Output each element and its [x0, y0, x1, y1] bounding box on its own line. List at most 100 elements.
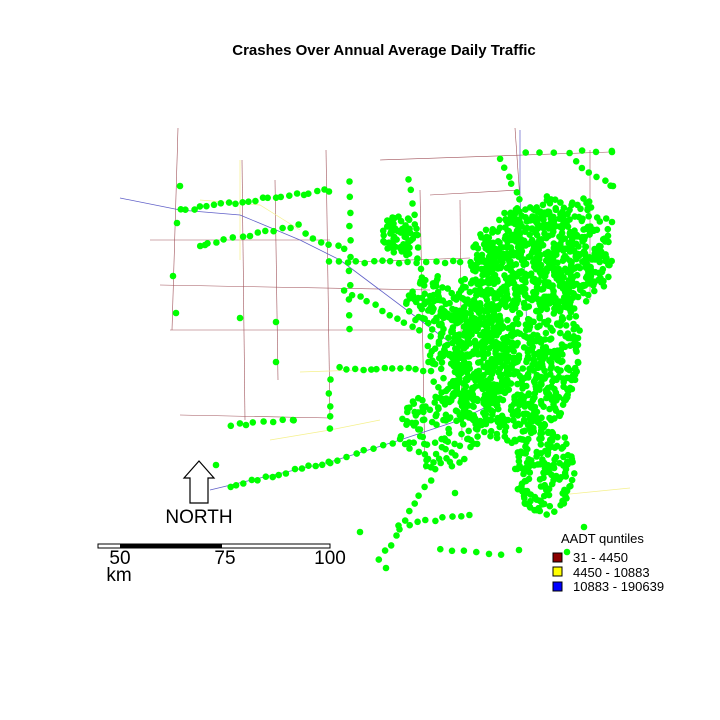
crash-point [542, 447, 549, 455]
crash-point [482, 226, 490, 234]
crash-point [409, 323, 416, 331]
crash-point [419, 433, 427, 441]
crash-point [469, 277, 477, 284]
crash-point [566, 483, 573, 490]
crash-point [456, 459, 463, 466]
crash-point [456, 258, 464, 266]
crash-point [528, 412, 536, 420]
crash-point [562, 395, 570, 403]
crash-point [460, 323, 468, 331]
crash-point [473, 368, 480, 376]
crash-point [384, 245, 391, 252]
crash-point [441, 346, 448, 354]
crash-point [608, 218, 616, 226]
crash-point [542, 257, 550, 264]
crash-point [557, 240, 564, 248]
crash-point [557, 367, 564, 374]
crash-point [605, 273, 612, 281]
crash-point [568, 476, 576, 484]
crash-point [508, 363, 515, 371]
crash-point [541, 421, 549, 429]
crash-point [446, 350, 454, 358]
crash-point [453, 359, 461, 366]
crash-point [537, 441, 545, 448]
crash-point [507, 331, 515, 338]
crash-point [443, 397, 450, 405]
crash-point [532, 228, 540, 236]
crash-point [456, 354, 464, 362]
crash-point [578, 147, 586, 154]
crash-point [501, 272, 508, 279]
crash-point [388, 365, 396, 372]
crash-point [501, 433, 509, 440]
crash-point [335, 242, 342, 249]
crash-point [543, 193, 551, 200]
crash-point [444, 285, 452, 292]
crash-point [430, 459, 437, 466]
crash-point [229, 234, 237, 241]
crash-point [525, 326, 533, 333]
crash-point [516, 310, 524, 318]
crash-point [561, 486, 568, 494]
crash-point [405, 308, 413, 315]
crash-point [484, 246, 492, 254]
crash-point [458, 402, 466, 410]
crash-point [570, 290, 577, 297]
crash-point [514, 380, 521, 388]
crash-point [421, 451, 429, 458]
crash-point [406, 507, 413, 515]
crash-point [602, 215, 610, 222]
crash-point [317, 239, 325, 246]
crash-point [293, 190, 301, 197]
crash-point [467, 258, 474, 266]
crash-point [286, 192, 293, 199]
crash-point [482, 237, 489, 244]
crash-point [489, 226, 497, 233]
crash-point [581, 249, 588, 256]
crash-point [550, 240, 558, 247]
crash-point [582, 274, 590, 282]
crash-point [279, 224, 286, 232]
crash-point [494, 327, 502, 334]
scale-unit: km [106, 565, 131, 586]
crash-point [561, 300, 569, 307]
crash-point [460, 283, 467, 291]
crash-point [520, 300, 528, 308]
crash-point [419, 397, 426, 404]
crash-point [414, 244, 422, 251]
crash-point [345, 267, 353, 275]
crash-point [456, 442, 464, 450]
crash-point [548, 443, 555, 451]
crash-point [595, 276, 602, 284]
crash-point [452, 389, 459, 397]
crash-point [441, 259, 449, 267]
crash-point [543, 305, 551, 313]
crash-point [536, 386, 543, 394]
crash-point [454, 380, 462, 387]
crash-point [480, 363, 488, 370]
crash-point [403, 248, 410, 256]
crash-point [529, 396, 537, 404]
crash-point [551, 508, 558, 515]
road-segment [159, 284, 431, 291]
crash-point [531, 379, 538, 387]
crash-point [439, 310, 447, 318]
crash-point [379, 441, 387, 449]
crash-point [549, 284, 556, 292]
crash-point [287, 224, 294, 232]
crash-point [440, 416, 447, 424]
crash-point [254, 477, 261, 484]
crash-point [474, 259, 482, 266]
crash-point [585, 198, 593, 205]
crash-point [593, 173, 600, 181]
crash-point [487, 262, 495, 269]
crash-point [424, 342, 432, 350]
crash-point [527, 338, 534, 346]
crash-point [270, 227, 277, 235]
crash-point [527, 217, 534, 224]
crash-point [432, 393, 439, 401]
crash-point [492, 316, 499, 323]
crash-point [580, 523, 588, 531]
crash-point [472, 425, 480, 433]
crash-point [318, 461, 326, 469]
